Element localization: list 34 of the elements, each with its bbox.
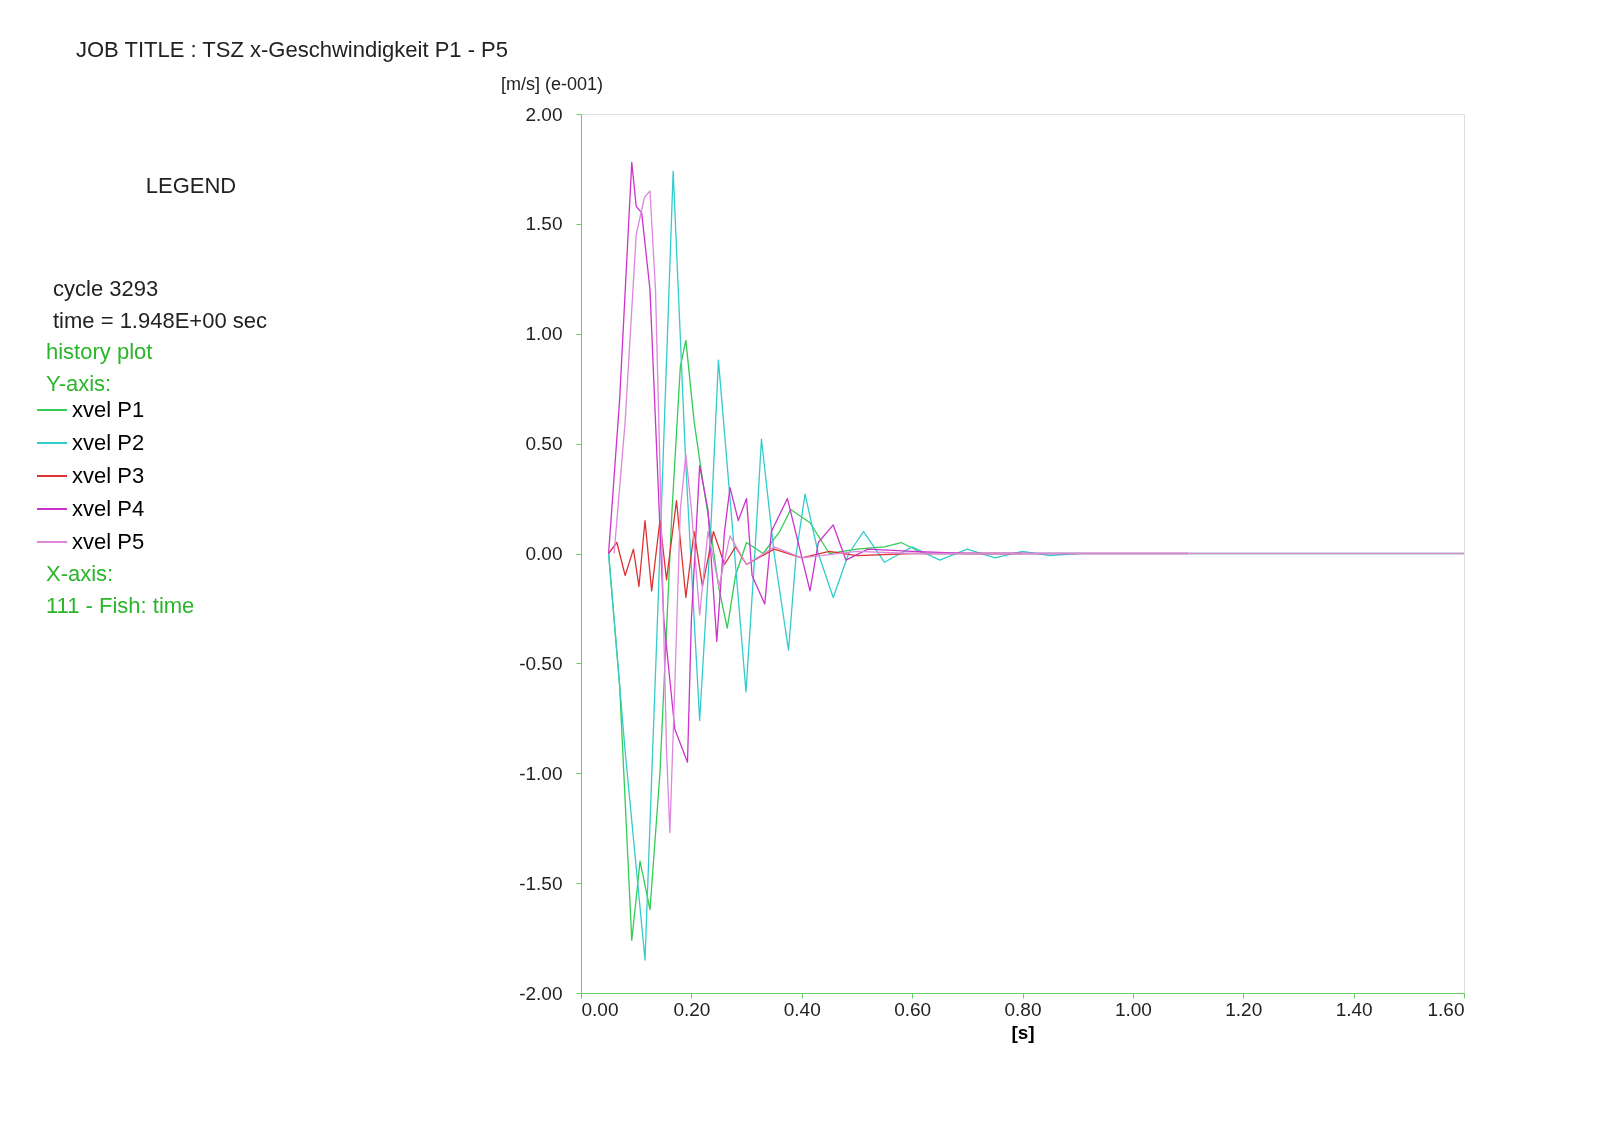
y-tick-label: -2.00 xyxy=(519,982,563,1004)
y-tick-label: 1.50 xyxy=(525,213,563,235)
y-axis-title: [m/s] (e-001) xyxy=(501,74,604,94)
legend-label: xvel P1 xyxy=(72,397,145,422)
legend-label: xvel P5 xyxy=(72,529,145,554)
text: X-axis: xyxy=(46,561,114,586)
x-axis-title: [s] xyxy=(1011,1021,1035,1043)
text: JOB TITLE : TSZ x-Geschwindigkeit P1 - P5 xyxy=(76,37,508,62)
x-tick-label: 1.60 xyxy=(1427,998,1465,1020)
y-tick-label: -1.00 xyxy=(519,762,563,784)
x-tick-label: 0.20 xyxy=(673,998,711,1020)
y-tick-label: 0.50 xyxy=(525,433,563,455)
x-tick-label: 0.80 xyxy=(1004,998,1042,1020)
text: 111 - Fish: time xyxy=(46,593,195,618)
x-tick-label: 1.20 xyxy=(1225,998,1263,1020)
x-tick-label: 0.60 xyxy=(894,998,932,1020)
legend-label: xvel P2 xyxy=(72,430,145,455)
text: Y-axis: xyxy=(46,371,112,396)
y-tick-label: 2.00 xyxy=(525,103,563,125)
y-tick-label: 1.00 xyxy=(525,323,563,345)
x-tick-label: 0.40 xyxy=(783,998,821,1020)
text: time = 1.948E+00 sec xyxy=(53,308,268,333)
x-tick-label: 1.40 xyxy=(1335,998,1373,1020)
legend-label: xvel P4 xyxy=(72,496,145,521)
y-tick-label: 0.00 xyxy=(525,543,563,564)
text: LEGEND xyxy=(145,173,237,198)
x-tick-label: 1.00 xyxy=(1114,998,1152,1020)
legend-label: xvel P3 xyxy=(72,463,145,488)
x-tick-label: 0.00 xyxy=(581,998,619,1020)
text: history plot xyxy=(46,339,153,364)
y-tick-label: -1.50 xyxy=(519,872,563,894)
y-tick-label: -0.50 xyxy=(519,652,563,674)
text: cycle 3293 xyxy=(53,276,159,301)
line-series xyxy=(613,190,1464,834)
